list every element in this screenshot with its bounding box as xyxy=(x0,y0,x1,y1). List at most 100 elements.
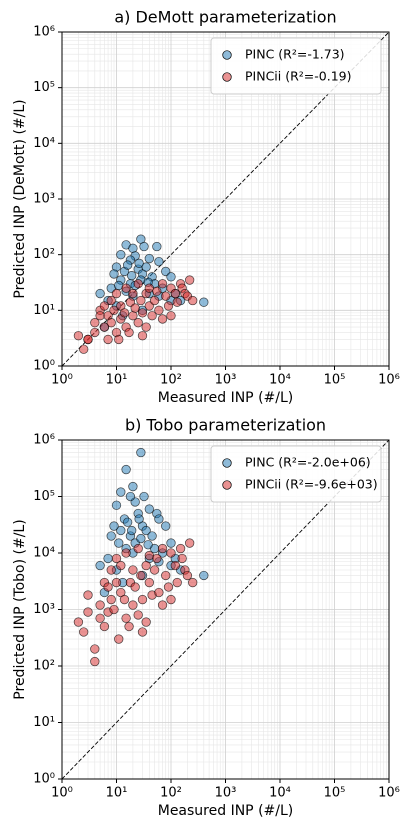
point xyxy=(166,311,176,321)
point xyxy=(106,318,116,328)
point xyxy=(114,634,124,644)
point xyxy=(83,590,93,600)
point xyxy=(137,331,148,341)
point xyxy=(116,560,126,571)
y-tick-label: 10² xyxy=(33,247,55,262)
y-tick-label: 10⁴ xyxy=(33,136,55,151)
point xyxy=(172,297,182,307)
point xyxy=(141,322,151,332)
y-tick-label: 10⁰ xyxy=(33,772,55,787)
point xyxy=(95,311,105,321)
point xyxy=(125,491,136,502)
point xyxy=(79,627,89,637)
point xyxy=(83,334,93,345)
point xyxy=(90,644,100,654)
point xyxy=(199,570,209,581)
point xyxy=(121,613,131,623)
x-tick-label: 10² xyxy=(160,786,182,801)
legend-marker xyxy=(222,458,232,468)
point xyxy=(141,617,151,627)
point xyxy=(152,286,162,296)
point xyxy=(136,533,146,544)
point xyxy=(99,322,110,332)
point xyxy=(154,256,164,267)
point xyxy=(106,565,116,575)
point xyxy=(90,318,100,328)
point xyxy=(188,295,198,306)
point xyxy=(99,621,110,632)
point xyxy=(144,504,154,514)
point xyxy=(154,587,164,598)
point xyxy=(136,295,146,306)
point xyxy=(116,525,126,536)
point xyxy=(111,500,122,510)
point xyxy=(116,250,126,260)
point xyxy=(141,525,151,536)
point xyxy=(199,297,209,307)
point xyxy=(182,570,193,581)
point xyxy=(144,577,154,588)
point xyxy=(166,548,176,558)
y-axis-label: Predicted INP (DeMott) (#/L) xyxy=(12,99,28,298)
point xyxy=(95,613,105,623)
x-tick-label: 10⁶ xyxy=(378,786,400,801)
point xyxy=(128,288,138,299)
point xyxy=(161,570,171,581)
y-tick-label: 10⁵ xyxy=(33,489,55,504)
legend-box xyxy=(210,445,382,503)
x-tick-label: 10³ xyxy=(215,786,237,801)
point xyxy=(73,331,84,341)
point xyxy=(188,577,198,588)
point xyxy=(121,283,131,293)
point xyxy=(136,447,146,458)
point xyxy=(109,521,119,531)
point xyxy=(109,305,119,315)
point xyxy=(121,548,131,558)
point xyxy=(106,531,116,541)
point xyxy=(130,582,140,592)
x-tick-label: 10⁰ xyxy=(51,373,73,388)
point xyxy=(95,560,105,571)
point xyxy=(128,481,138,492)
point xyxy=(133,543,143,554)
point xyxy=(130,303,140,313)
point xyxy=(133,279,143,289)
point xyxy=(170,288,180,299)
point xyxy=(73,617,84,627)
point xyxy=(122,260,133,270)
x-tick-label: 10⁴ xyxy=(269,373,291,388)
point xyxy=(177,553,187,564)
point xyxy=(111,577,122,588)
point xyxy=(143,540,153,550)
point xyxy=(103,553,113,564)
point xyxy=(119,308,130,318)
legend-marker xyxy=(222,72,232,82)
legend-box xyxy=(210,37,382,95)
point xyxy=(166,594,176,605)
chart-title: b) Tobo parameterization xyxy=(125,416,326,435)
point xyxy=(106,295,116,306)
legend-label: PINC (R²=-2.0e+06) xyxy=(245,455,371,470)
point xyxy=(127,525,137,536)
point xyxy=(95,288,105,299)
x-tick-label: 10⁰ xyxy=(51,786,73,801)
point xyxy=(152,241,162,252)
point xyxy=(154,305,164,315)
point xyxy=(109,269,119,279)
point xyxy=(152,553,162,564)
point xyxy=(175,543,186,554)
point xyxy=(134,514,144,524)
point xyxy=(133,318,143,328)
point xyxy=(137,308,148,318)
point xyxy=(163,582,174,592)
point xyxy=(157,314,168,324)
point xyxy=(136,570,146,581)
point xyxy=(185,275,195,285)
x-tick-label: 10⁵ xyxy=(324,786,346,801)
point xyxy=(124,621,134,632)
x-axis-label: Measured INP (#/L) xyxy=(158,390,294,406)
point xyxy=(111,553,122,564)
point xyxy=(157,279,168,289)
point xyxy=(172,577,182,588)
